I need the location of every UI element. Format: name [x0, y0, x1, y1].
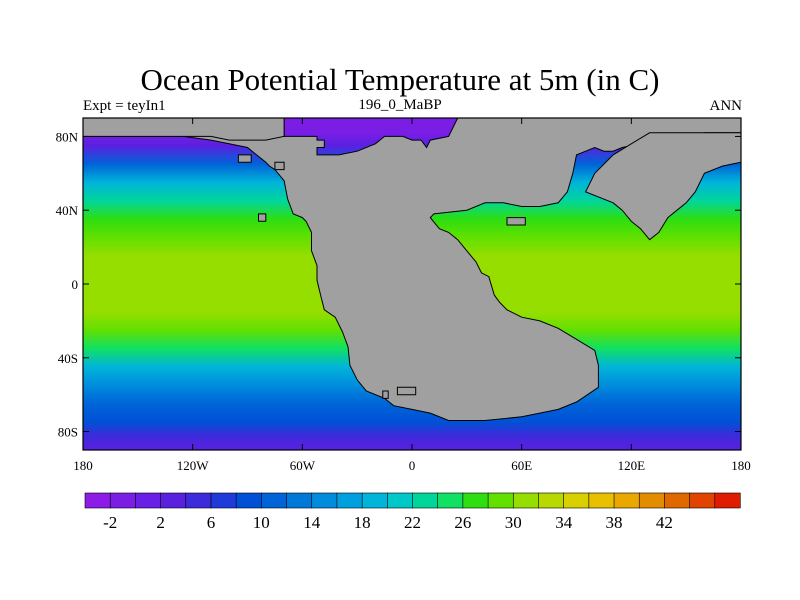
period-label: 196_0_MaBP — [358, 97, 442, 113]
colorbar-swatch — [538, 492, 565, 509]
lon-tick-label: 120E — [618, 458, 646, 473]
colorbar-swatch — [487, 492, 514, 509]
colorbar-swatch — [714, 492, 741, 509]
lon-tick-label: 60W — [290, 458, 316, 473]
colorbar-swatch — [689, 492, 716, 509]
colorbar-swatch — [109, 492, 136, 509]
lat-tick-label: 40S — [58, 351, 78, 366]
colorbar-swatch — [210, 492, 237, 509]
colorbar-label: 2 — [156, 513, 165, 532]
land-island-4 — [506, 217, 526, 226]
colorbar-swatch — [613, 492, 640, 509]
colorbar-swatch — [437, 492, 464, 509]
land-west-pangea — [83, 118, 741, 421]
colorbar-swatch — [664, 492, 691, 509]
land-island-2 — [382, 390, 389, 399]
colorbar-label: 26 — [454, 513, 471, 532]
colorbar-swatch — [235, 492, 262, 509]
colorbar-label: 10 — [253, 513, 270, 532]
plot-title: Ocean Potential Temperature at 5m (in C) — [140, 62, 660, 97]
colorbar-swatch — [336, 492, 363, 509]
colorbar-swatch — [185, 492, 212, 509]
land-east-peninsula — [584, 132, 741, 241]
colorbar-swatch — [563, 492, 590, 509]
colorbar-swatch — [160, 492, 187, 509]
land-island-1 — [258, 213, 267, 222]
colorbar-label: 18 — [354, 513, 371, 532]
lon-tick-label: 0 — [409, 458, 416, 473]
colorbar-label: 14 — [303, 513, 321, 532]
experiment-label: Expt = teyIn1 — [83, 98, 166, 114]
colorbar-swatch — [286, 492, 313, 509]
lat-tick-label: 80N — [56, 129, 79, 144]
colorbar-swatch — [261, 492, 288, 509]
land-arctic-strip — [83, 118, 285, 141]
land-layer — [83, 118, 741, 421]
lat-tick-label: 40N — [56, 203, 79, 218]
lon-tick-label: 60E — [511, 458, 532, 473]
lat-tick-label: 80S — [58, 425, 78, 440]
colorbar-label: 42 — [656, 513, 673, 532]
colorbar-swatch — [638, 492, 666, 509]
colorbar-swatch — [84, 492, 111, 509]
land-island-6 — [274, 161, 285, 171]
season-label: ANN — [709, 98, 743, 114]
colorbar-swatch — [462, 492, 489, 509]
longitude-axis: 180 120W 60W 0 60E 120E 180 — [73, 118, 751, 473]
colorbar-swatch — [512, 492, 540, 509]
latitude-axis: 80N 40N 0 40S 80S — [56, 129, 741, 440]
colorbar-label: 38 — [606, 513, 623, 532]
colorbar-swatch — [387, 492, 414, 509]
colorbar-label: -2 — [103, 513, 117, 532]
colorbar-label: 22 — [404, 513, 421, 532]
lon-tick-label: 180 — [73, 458, 93, 473]
lon-tick-label: 180 — [731, 458, 751, 473]
land-island-5 — [237, 154, 252, 163]
colorbar: -2 2 6 10 14 18 22 26 30 34 38 42 — [84, 492, 741, 532]
colorbar-label: 34 — [555, 513, 573, 532]
lon-tick-label: 120W — [177, 458, 210, 473]
colorbar-swatch — [135, 492, 162, 509]
lat-tick-label: 0 — [72, 277, 79, 292]
land-island-3 — [396, 386, 417, 396]
colorbar-swatch — [361, 492, 388, 509]
colorbar-label: 6 — [207, 513, 216, 532]
colorbar-label: 30 — [505, 513, 522, 532]
colorbar-swatch — [311, 492, 338, 509]
colorbar-swatch — [588, 492, 615, 509]
colorbar-swatch — [412, 492, 439, 509]
